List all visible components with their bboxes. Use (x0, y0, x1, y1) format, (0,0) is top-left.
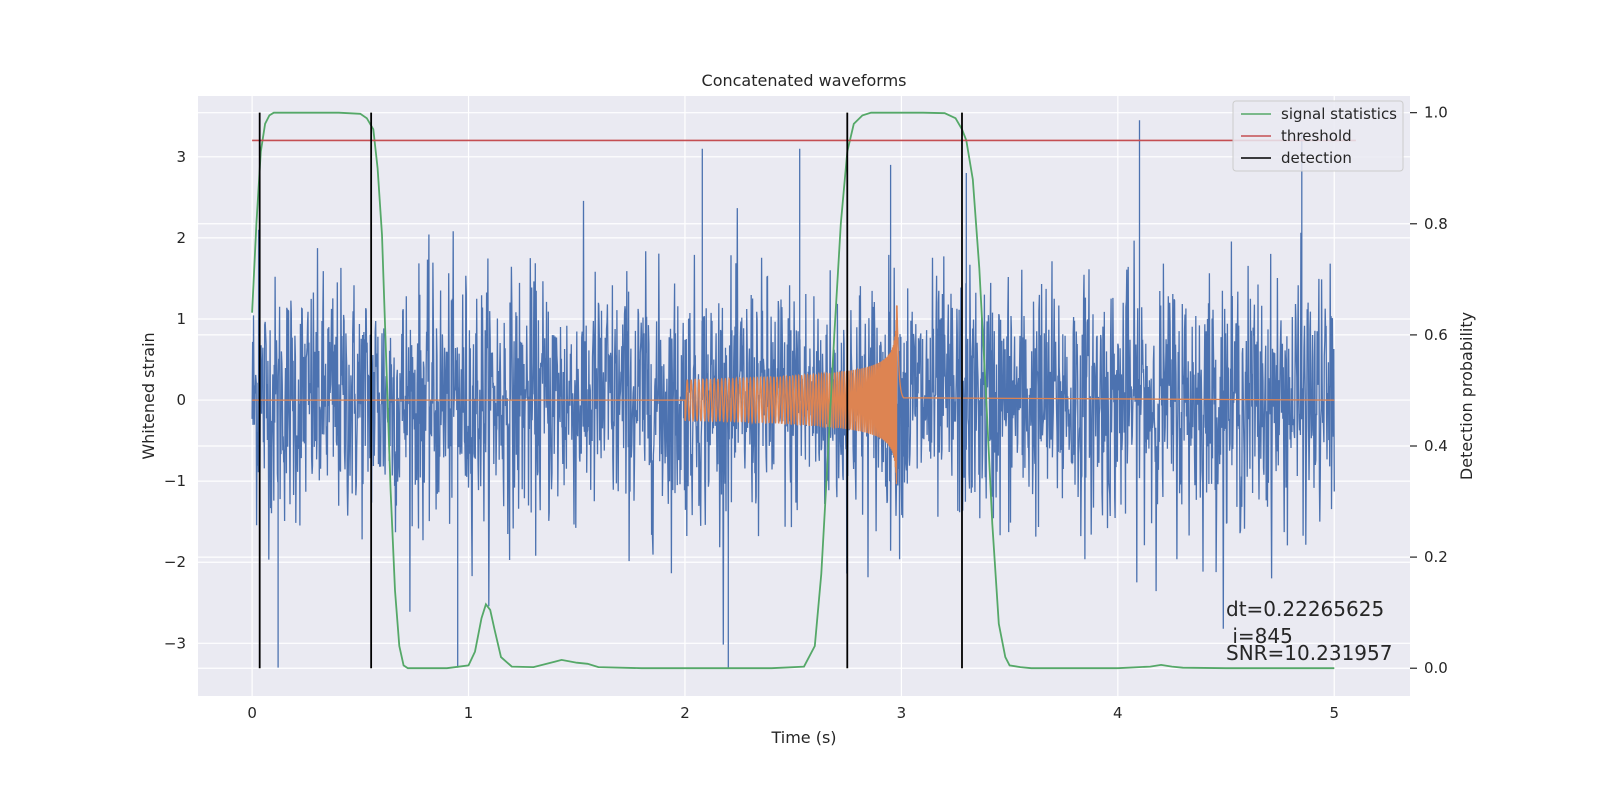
annotation-dt: dt=0.22265625 (1226, 597, 1384, 621)
x-tick-label: 0 (247, 704, 257, 722)
y2-tick-label: 0.0 (1424, 659, 1448, 677)
y2-tick-label: 0.8 (1424, 215, 1448, 233)
y2-tick-label: 0.2 (1424, 548, 1448, 566)
annotation-i: i=845 (1226, 624, 1293, 648)
y2-tick-label: 1.0 (1424, 104, 1448, 122)
injected-signal-line (252, 305, 1335, 485)
legend-label-threshold: threshold (1281, 127, 1352, 145)
x-tick-label: 5 (1329, 704, 1339, 722)
right-axis-series (251, 111, 1356, 670)
y2-tick-label: 0.6 (1424, 326, 1448, 344)
chart-title: Concatenated waveforms (702, 71, 907, 90)
legend: signal statistics threshold detection (1232, 100, 1404, 172)
legend-label-detection: detection (1281, 149, 1352, 167)
y-tick-label: 2 (176, 229, 186, 247)
y-axis-label: Whitened strain (139, 332, 158, 459)
legend-label-signal-statistics: signal statistics (1281, 105, 1397, 123)
noise-trace (251, 120, 1335, 668)
y-tick-label: 0 (176, 391, 186, 409)
x-tick-label: 4 (1113, 704, 1123, 722)
y-tick-label: −2 (164, 553, 186, 571)
legend-box (1232, 100, 1404, 172)
y-tick-label: 3 (176, 148, 186, 166)
tick-labels: 0 1 2 3 4 5 −3 −2 −1 0 1 2 3 0.0 0.2 0.4 0.6 0.8 1.0 (164, 104, 1448, 722)
y-tick-label: −3 (164, 634, 186, 652)
y-tick-label: −1 (164, 472, 186, 490)
signal-statistics-line (251, 111, 1335, 670)
y-tick-label: 1 (176, 310, 186, 328)
y2-tick-label: 0.4 (1424, 437, 1448, 455)
x-tick-label: 2 (680, 704, 690, 722)
injected-signal-trace (252, 305, 1335, 485)
x-tick-label: 3 (897, 704, 907, 722)
y2-axis-label: Detection probability (1457, 312, 1476, 480)
x-axis-label: Time (s) (770, 728, 836, 747)
noise-line (251, 120, 1335, 668)
x-tick-label: 1 (464, 704, 474, 722)
annotation-snr: SNR=10.231957 (1226, 641, 1392, 665)
